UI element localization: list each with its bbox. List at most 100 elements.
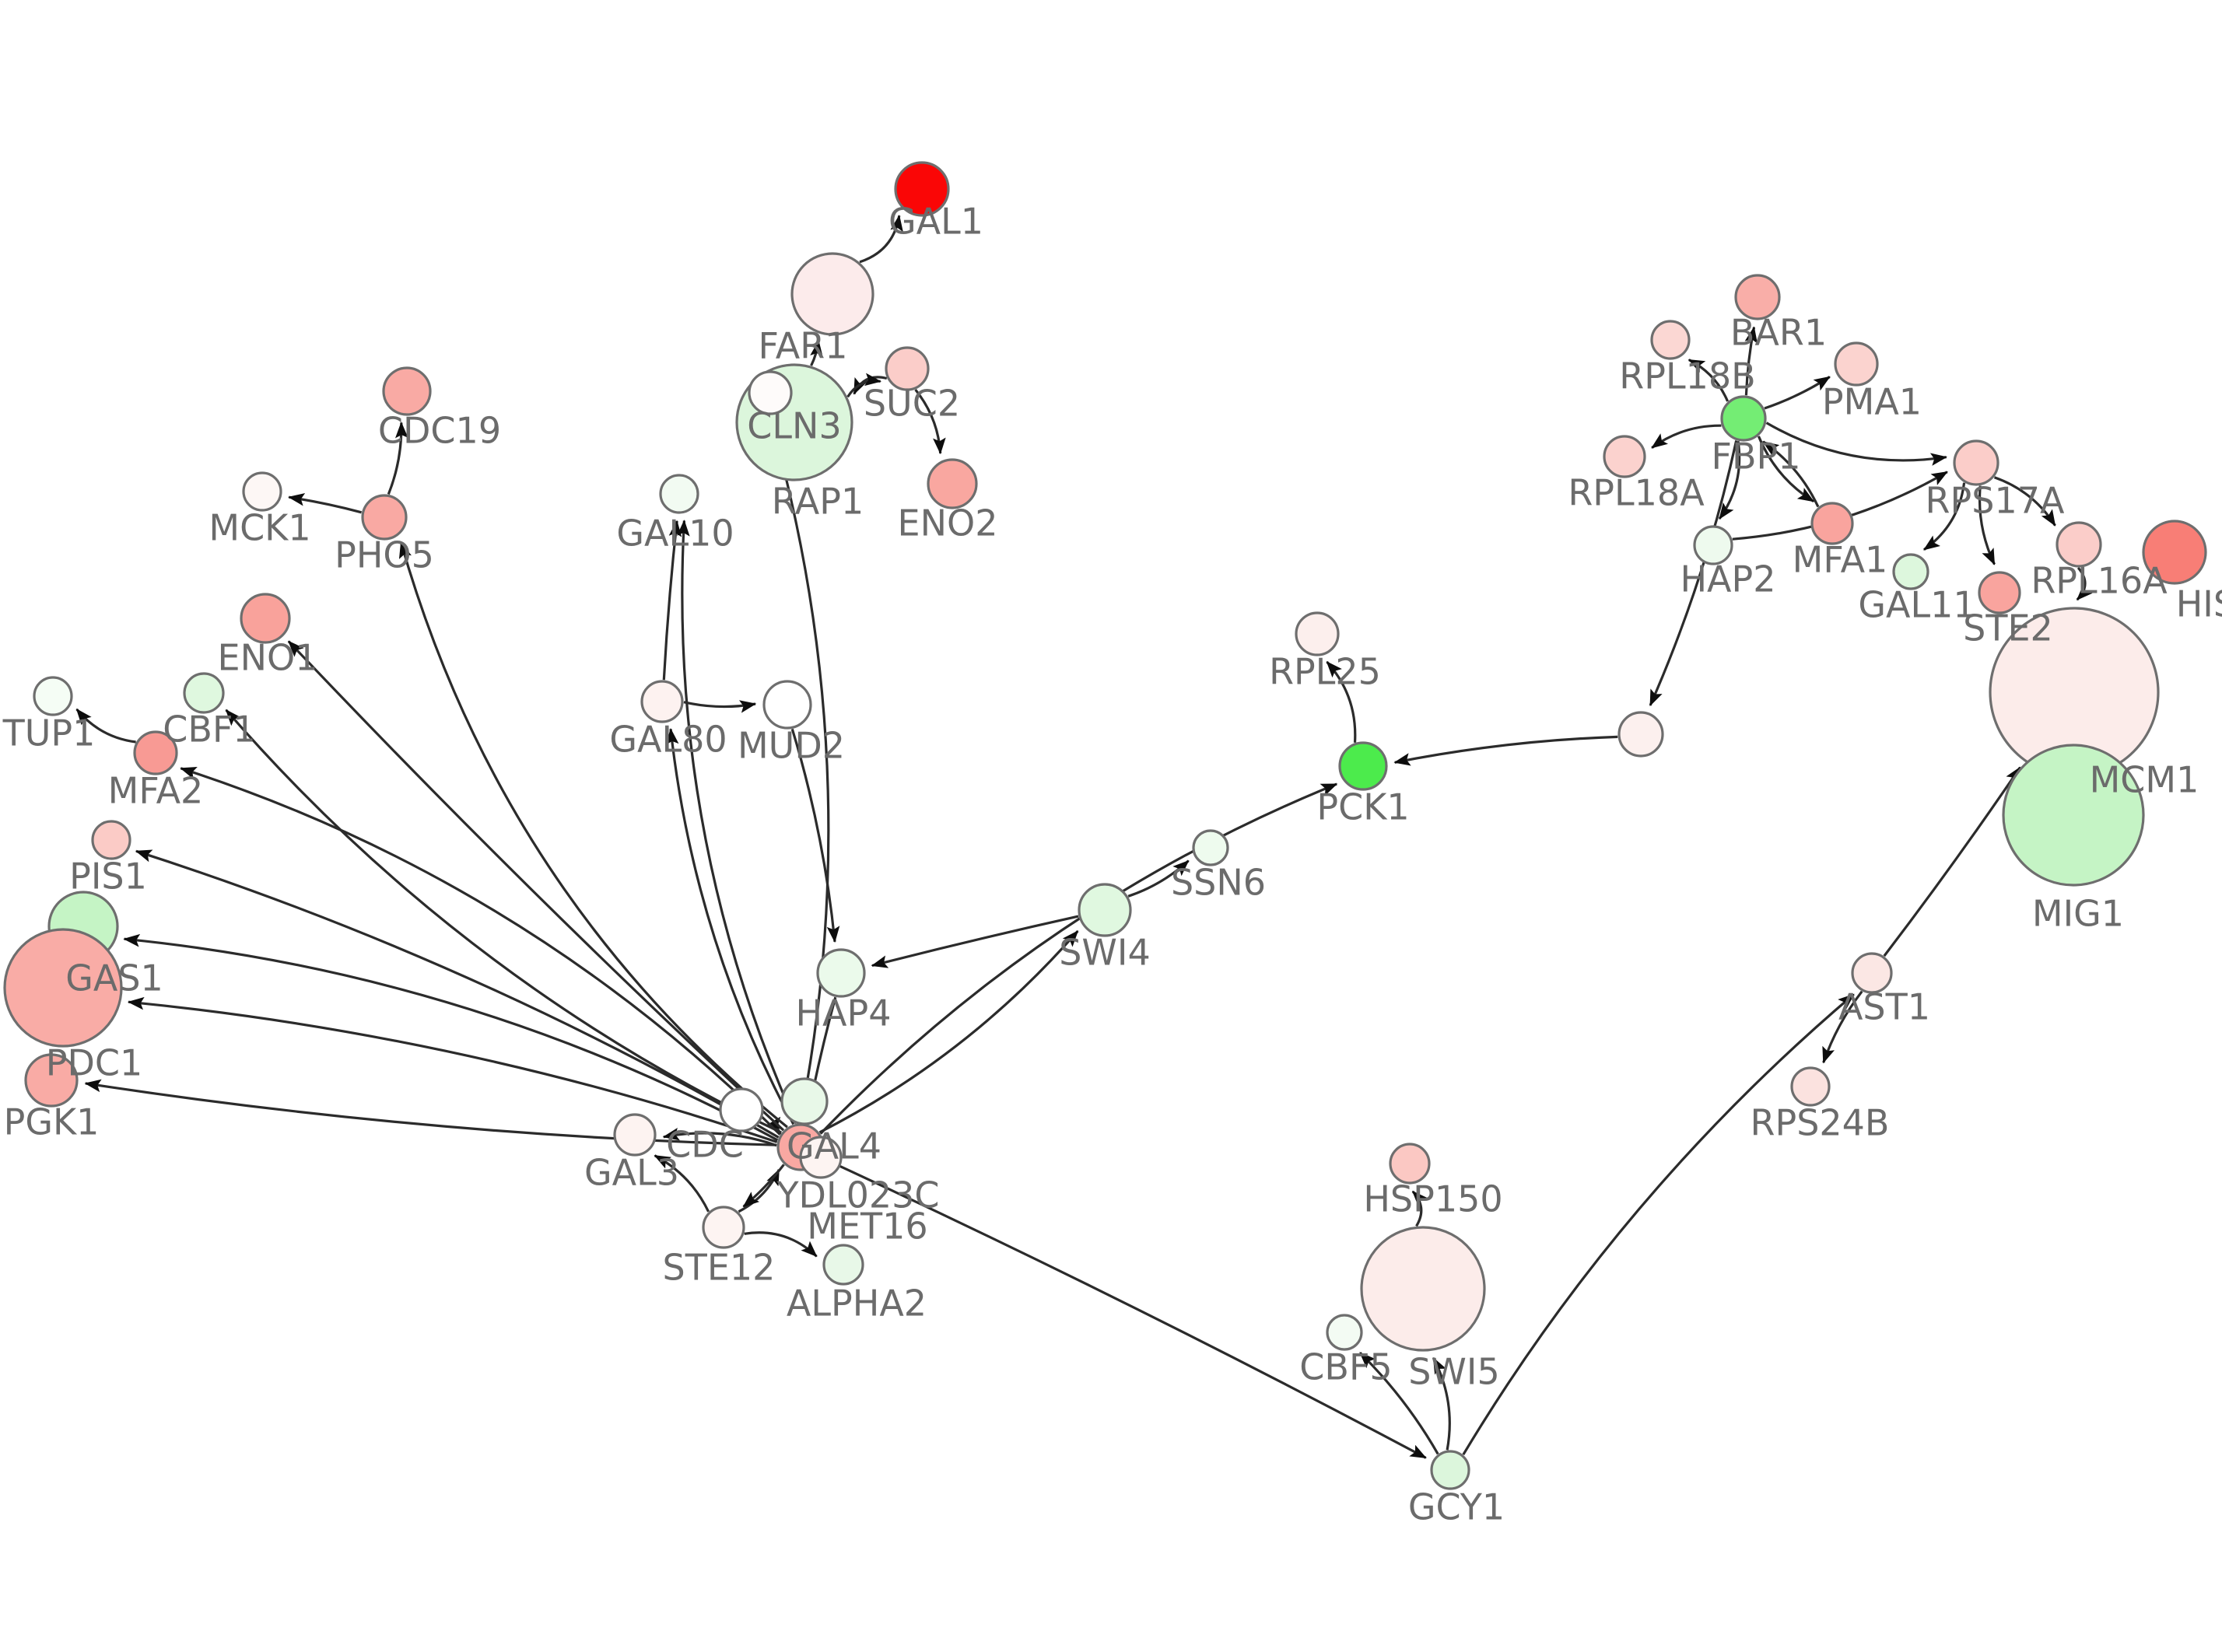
node-label-his4: HIS4 (2176, 583, 2222, 625)
edge-node1-to-pck1 (1393, 735, 1618, 766)
edge-pho5-to-mck1 (288, 493, 363, 514)
edge-gal4-to-mfa2 (180, 767, 781, 1136)
node-cbf5[interactable] (1326, 1314, 1363, 1351)
node-rps24b[interactable] (1790, 1066, 1831, 1107)
node-rps17a[interactable] (1953, 439, 1999, 486)
edge-fbp1-to-bar1 (1744, 326, 1758, 396)
edge-ast1-to-mcm1 (1883, 766, 2021, 957)
node-label-cln3: CLN3 (747, 405, 841, 447)
node-suc2[interactable] (885, 346, 930, 391)
node-ste2[interactable] (1978, 571, 2021, 614)
node-label-pho5: PHO5 (335, 534, 434, 576)
node-label-rps17a: RPS17A (1926, 480, 2065, 522)
node-label-mfa1: MFA1 (1793, 539, 1888, 581)
edge-rps17a-to-ste2 (1978, 485, 1996, 565)
node-gal10[interactable] (659, 474, 699, 514)
node-hap4[interactable] (816, 948, 866, 998)
node-rpl18a[interactable] (1603, 435, 1646, 478)
edge-gal4-to-cbf1 (225, 709, 782, 1134)
node-hsp150[interactable] (1389, 1143, 1431, 1185)
node-gal80[interactable] (640, 680, 684, 723)
edge-gal4-to-gal80 (665, 728, 795, 1125)
node-label-rps24b: RPS24B (1751, 1102, 1890, 1144)
node-label-gal11: GAL11 (1858, 584, 1975, 626)
node-rpl18b[interactable] (1650, 320, 1691, 360)
node-label-gal80: GAL80 (609, 719, 727, 761)
edge-gal80-to-gal10 (662, 520, 682, 681)
edge-gal4-to-gal10 (677, 520, 797, 1125)
node-rpl16a[interactable] (2056, 521, 2102, 568)
edge-ste12-to-gal3 (654, 1154, 710, 1213)
node-pma1[interactable] (1834, 341, 1879, 387)
node-label-cbf5: CBF5 (1299, 1346, 1392, 1388)
node-gcy1[interactable] (1430, 1450, 1470, 1490)
edge-cln3-to-far1 (810, 340, 823, 366)
node-rap1[interactable] (748, 370, 793, 415)
node-swi5[interactable] (1360, 1226, 1486, 1352)
node-label-ste2: STE2 (1963, 607, 2053, 649)
node-mfa1[interactable] (1810, 502, 1854, 545)
node-eno1[interactable] (240, 593, 291, 644)
node-node1[interactable] (1617, 711, 1664, 758)
edge-gal4-to-gcy1 (822, 1157, 1427, 1459)
node-cdc19[interactable] (382, 366, 432, 416)
edge-gcy1-to-cbf5 (1358, 1352, 1439, 1455)
node-pck1[interactable] (1338, 741, 1388, 791)
node-pgk1[interactable] (24, 1053, 79, 1108)
node-tup1[interactable] (33, 676, 73, 716)
node-mck1[interactable] (242, 471, 282, 512)
node-label-pma1: PMA1 (1822, 381, 1922, 423)
node-gal11[interactable] (1892, 553, 1929, 590)
node-label-ssn6: SSN6 (1171, 862, 1266, 904)
edge-gal4-to-rap1 (769, 421, 830, 1124)
node-label-rpl25: RPL25 (1269, 651, 1381, 693)
edge-swi4-to-hap4 (871, 915, 1079, 968)
node-label-suc2: SUC2 (864, 383, 960, 425)
node-label-mcm1: MCM1 (2090, 759, 2199, 801)
node-label-fbp1: FBP1 (1711, 436, 1800, 478)
node-label-cbf1: CBF1 (163, 709, 255, 751)
node-label-cdc39: CDC (666, 1124, 744, 1166)
node-pis1[interactable] (91, 820, 131, 860)
node-label-alpha2: ALPHA2 (787, 1283, 927, 1325)
node-cbf1[interactable] (183, 672, 225, 714)
node-mig1[interactable] (2002, 744, 2145, 887)
node-fbp1[interactable] (1720, 395, 1767, 442)
edge-fbp1-to-node1 (1649, 440, 1738, 707)
node-mud2[interactable] (762, 680, 812, 730)
edge-mfa1-to-fbp1 (1762, 440, 1820, 508)
node-rpl25[interactable] (1295, 611, 1340, 656)
edge-ast1-to-rps24b (1822, 990, 1863, 1064)
node-sin3[interactable] (780, 1077, 829, 1125)
node-pdc1[interactable] (3, 928, 123, 1048)
node-his4[interactable] (2142, 520, 2207, 585)
node-label-mig1: MIG1 (2032, 893, 2124, 935)
node-cdc39[interactable] (719, 1087, 764, 1132)
node-bar1[interactable] (1734, 274, 1781, 320)
node-pho5[interactable] (361, 494, 408, 541)
node-label-hsp150: HSP150 (1363, 1178, 1502, 1220)
edge-far1-to-gal1 (859, 215, 903, 264)
node-hap2[interactable] (1693, 525, 1733, 565)
node-gal1[interactable] (894, 161, 950, 217)
node-eno2[interactable] (927, 458, 978, 509)
edge-fbp1-to-rpl18a (1651, 424, 1722, 449)
node-swi4[interactable] (1078, 883, 1132, 937)
edge-pck1-to-rpl25 (1326, 660, 1357, 743)
node-far1[interactable] (790, 252, 874, 336)
edge-gal4-to-pck1 (819, 782, 1338, 1135)
node-mfa2[interactable] (133, 730, 178, 775)
node-ast1[interactable] (1851, 952, 1893, 994)
node-label-met16: MET16 (807, 1206, 927, 1248)
node-ssn6[interactable] (1192, 829, 1229, 866)
edge-fbp1-to-rpl18b (1688, 359, 1730, 402)
node-label-rpl16a: RPL16A (2031, 560, 2168, 602)
edge-gcy1-to-ast1 (1462, 993, 1855, 1456)
edge-swi4-to-ssn6 (1127, 859, 1190, 898)
node-ste12[interactable] (702, 1206, 745, 1249)
node-ydl023c[interactable] (799, 1136, 843, 1179)
node-gal3[interactable] (613, 1113, 657, 1157)
node-alpha2[interactable] (822, 1244, 864, 1286)
edge-fbp1-to-pma1 (1764, 376, 1831, 410)
